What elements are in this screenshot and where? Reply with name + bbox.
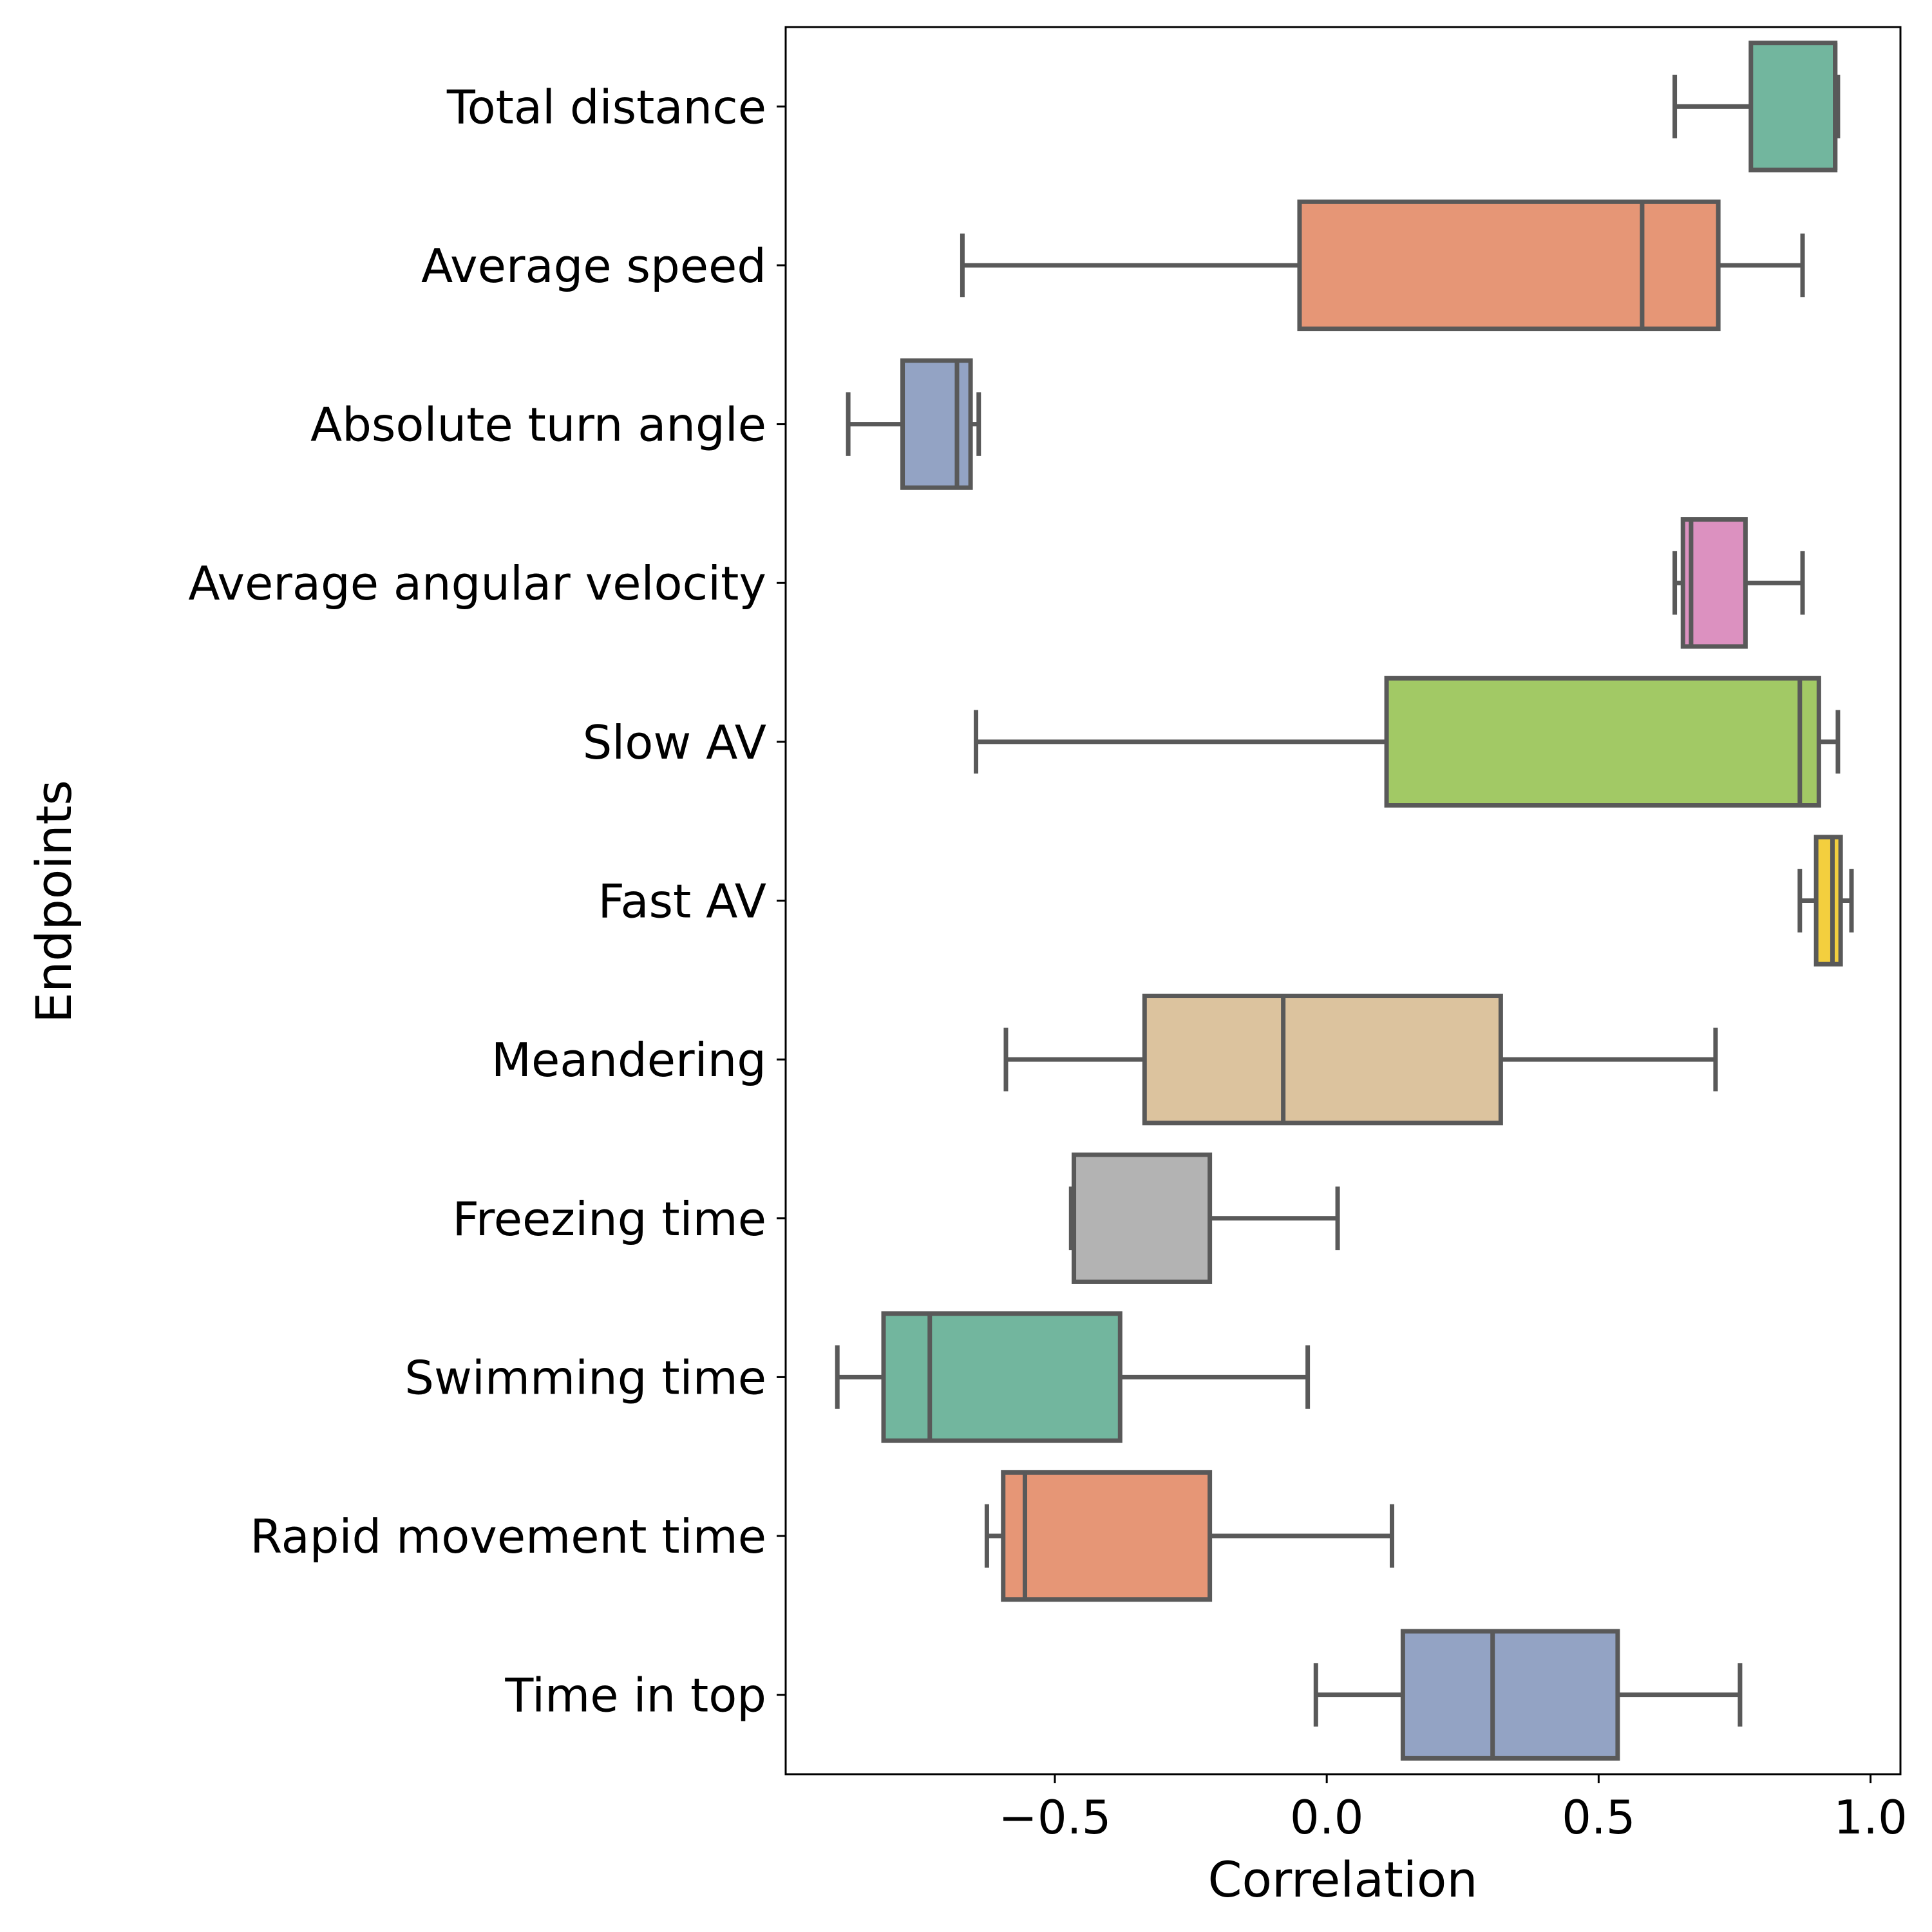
iqr-box-average-speed <box>1297 199 1721 332</box>
y-axis-label: Endpoints <box>25 780 82 1023</box>
iqr-box-average-angular-velocity <box>1680 517 1748 649</box>
y-tick-label: Rapid movement time <box>250 1510 766 1564</box>
box-absolute-turn-angle <box>846 358 981 490</box>
box-average-speed <box>960 199 1805 332</box>
box-time-in-top <box>1313 1629 1743 1761</box>
iqr-box-time-in-top <box>1400 1629 1620 1761</box>
iqr-box-rapid-movement-time <box>1001 1470 1213 1602</box>
x-tick-label: 0.0 <box>1290 1790 1364 1844</box>
y-tick-label: Absolute turn angle <box>310 398 766 452</box>
iqr-box-meandering <box>1142 993 1503 1126</box>
box-slow-av <box>974 676 1841 808</box>
iqr-box-fast-av <box>1814 835 1843 967</box>
iqr-box-total-distance <box>1748 41 1838 173</box>
y-tick-label: Average angular velocity <box>188 556 766 611</box>
box-swimming-time <box>835 1311 1311 1443</box>
y-tick-label: Time in top <box>504 1669 766 1723</box>
box-meandering <box>1003 993 1718 1126</box>
y-tick-label: Fast AV <box>598 875 766 929</box>
iqr-box-freezing-time <box>1072 1152 1213 1284</box>
box-freezing-time <box>1068 1152 1340 1284</box>
x-tick-label: 1.0 <box>1833 1790 1908 1844</box>
iqr-box-slow-av <box>1384 676 1821 808</box>
box-average-angular-velocity <box>1672 517 1805 649</box>
x-axis-label: Correlation <box>1208 1851 1477 1908</box>
x-tick-label: 0.5 <box>1562 1790 1636 1844</box>
x-tick-label: −0.5 <box>999 1790 1112 1844</box>
y-tick-label: Average speed <box>421 239 766 293</box>
y-axis-ticks: Total distance Average speed Absolute turn… <box>188 80 786 1723</box>
y-tick-label: Total distance <box>446 80 766 134</box>
y-tick-label: Freezing time <box>453 1192 766 1246</box>
y-tick-label: Swimming time <box>404 1350 766 1405</box>
box-fast-av <box>1797 835 1854 967</box>
box-total-distance <box>1672 41 1841 173</box>
y-tick-label: Slow AV <box>583 715 766 770</box>
boxes-layer <box>835 41 1854 1761</box>
box-rapid-movement-time <box>984 1470 1394 1602</box>
iqr-box-absolute-turn-angle <box>900 358 973 490</box>
x-axis-ticks: −0.5 0.0 0.5 1.0 <box>999 1774 1908 1844</box>
iqr-box-swimming-time <box>881 1311 1122 1443</box>
y-tick-label: Meandering <box>491 1033 766 1087</box>
